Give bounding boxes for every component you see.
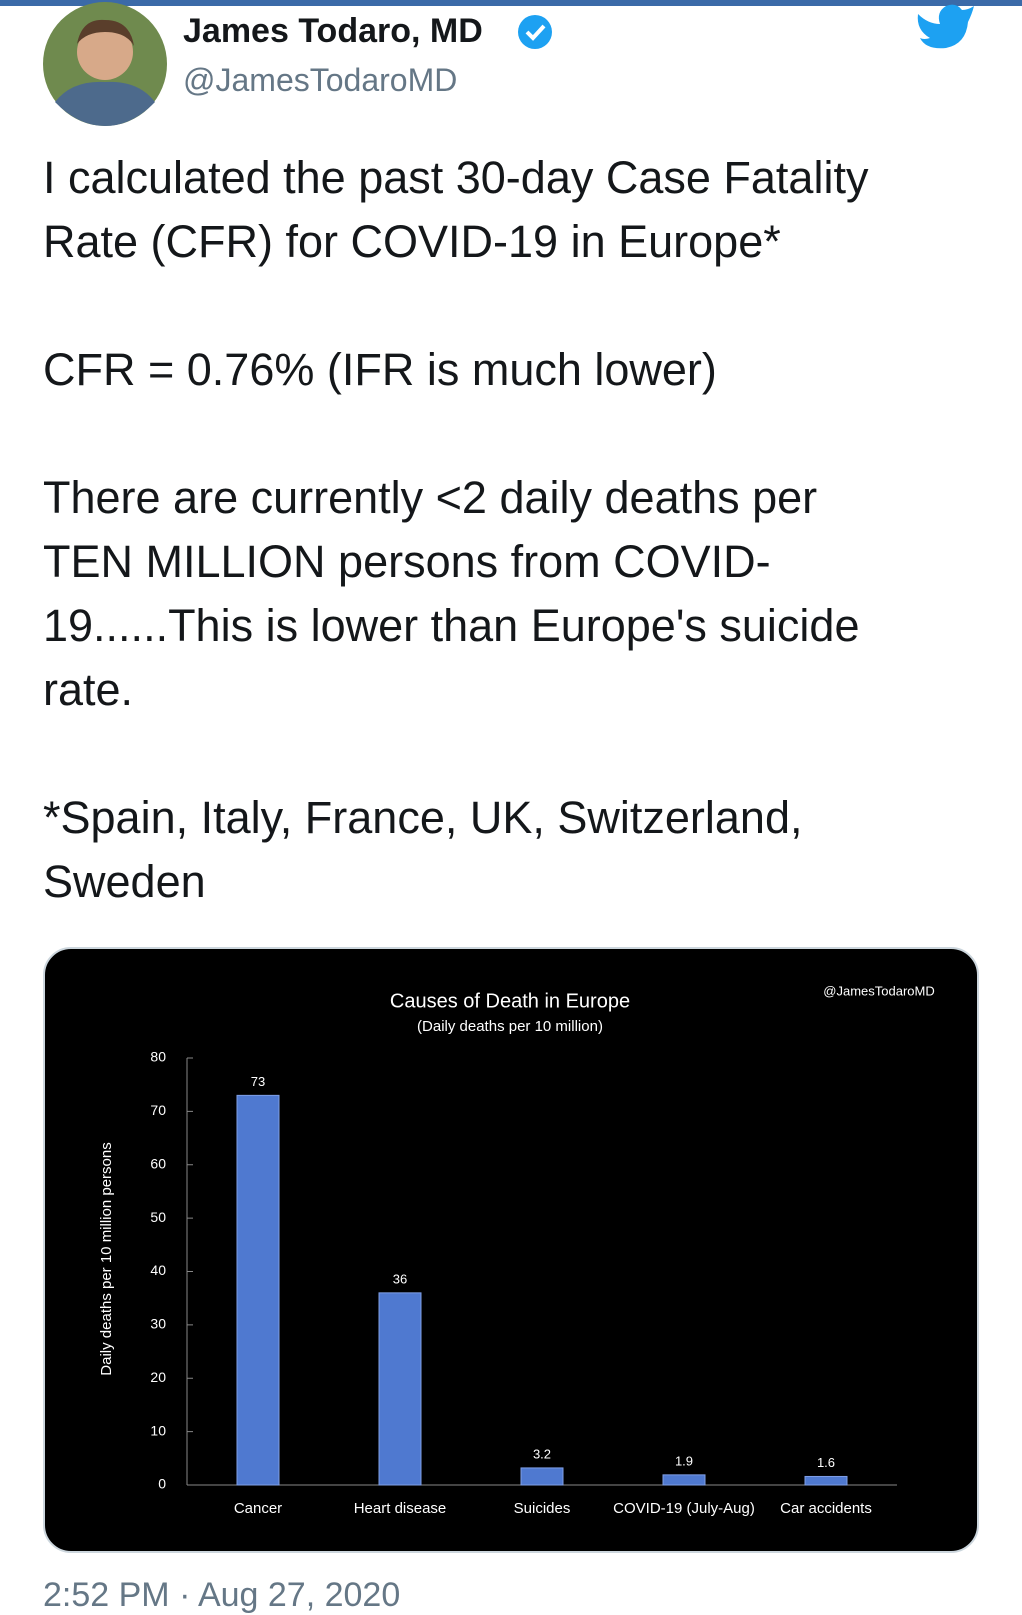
text-line: CFR = 0.76% (IFR is much lower) <box>43 344 717 395</box>
chart: Causes of Death in Europe (Daily deaths … <box>98 983 935 1517</box>
x-tick-label: Suicides <box>514 1500 571 1517</box>
data-label: 3.2 <box>533 1446 551 1461</box>
x-tick-label: Car accidents <box>780 1500 872 1517</box>
y-tick-label: 20 <box>150 1369 166 1385</box>
y-tick-label: 70 <box>150 1102 166 1118</box>
twitter-logo <box>917 4 974 49</box>
data-label: 1.6 <box>817 1455 835 1470</box>
text-line: rate. <box>43 664 134 715</box>
handle[interactable]: @JamesTodaroMD <box>183 62 458 98</box>
text-line: 19......This is lower than Europe's suic… <box>43 600 860 651</box>
chart-subtitle: (Daily deaths per 10 million) <box>417 1018 603 1035</box>
y-tick-label: 40 <box>150 1262 166 1278</box>
bar <box>662 1474 706 1486</box>
text-line: There are currently <2 daily deaths per <box>43 472 818 523</box>
text-line: Rate (CFR) for COVID-19 in Europe* <box>43 216 781 267</box>
bar <box>804 1475 848 1486</box>
paragraph: There are currently <2 daily deaths per T… <box>43 466 1003 722</box>
bar <box>520 1467 564 1486</box>
text-line: *Spain, Italy, France, UK, Switzerland, <box>43 792 803 843</box>
data-label: 73 <box>251 1074 265 1089</box>
data-label: 36 <box>393 1271 407 1286</box>
verified-badge <box>518 15 552 49</box>
x-tick-label: Cancer <box>234 1500 282 1517</box>
y-tick-label: 50 <box>150 1209 166 1225</box>
paragraph: *Spain, Italy, France, UK, Switzerland, S… <box>43 786 1003 914</box>
y-tick-label: 60 <box>150 1155 166 1171</box>
avatar[interactable] <box>42 2 170 130</box>
timestamp: 2:52 PM · Aug 27, 2020 <box>43 1576 401 1614</box>
y-axis-label: Daily deaths per 10 million persons <box>98 1142 115 1375</box>
y-tick-label: 0 <box>158 1476 166 1492</box>
x-tick-label: Heart disease <box>354 1500 447 1517</box>
bar <box>236 1094 280 1486</box>
watermark: @JamesTodaroMD <box>823 983 934 998</box>
y-tick-label: 80 <box>150 1049 166 1065</box>
top-strip <box>0 0 1022 6</box>
bar <box>378 1292 422 1486</box>
data-label: 1.9 <box>675 1453 693 1468</box>
chart-image[interactable]: Causes of Death in Europe (Daily deaths … <box>43 947 979 1553</box>
paragraph: CFR = 0.76% (IFR is much lower) <box>43 338 1003 402</box>
y-tick-label: 10 <box>150 1422 166 1438</box>
text-line: TEN MILLION persons from COVID- <box>43 536 771 587</box>
x-tick-label: COVID-19 (July-Aug) <box>613 1500 755 1517</box>
y-tick-label: 30 <box>150 1316 166 1332</box>
chart-title: Causes of Death in Europe <box>390 990 630 1012</box>
text-line: I calculated the past 30-day Case Fatali… <box>43 152 869 203</box>
tweet-text: I calculated the past 30-day Case Fatali… <box>43 146 1003 978</box>
display-name[interactable]: James Todaro, MD <box>183 12 483 50</box>
paragraph: I calculated the past 30-day Case Fatali… <box>43 146 1003 274</box>
text-line: Sweden <box>43 856 206 907</box>
